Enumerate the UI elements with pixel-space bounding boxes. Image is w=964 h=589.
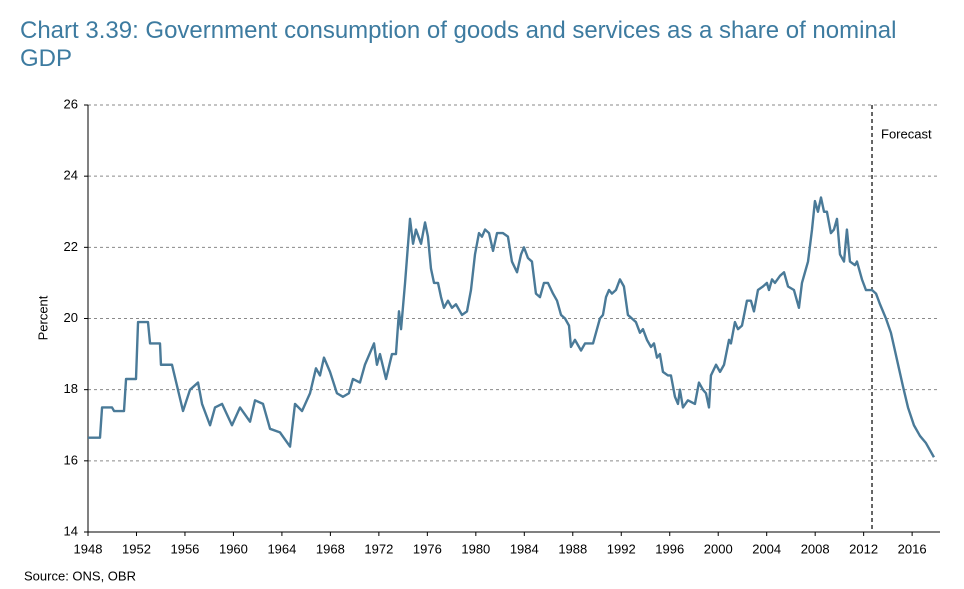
y-tick-label: 16 <box>64 452 78 467</box>
x-tick-label: 1976 <box>413 541 442 556</box>
x-tick-label: 1992 <box>607 541 636 556</box>
y-tick-label: 14 <box>64 523 78 538</box>
x-tick-label: 2012 <box>849 541 878 556</box>
x-tick-label: 2016 <box>898 541 927 556</box>
x-tick-label: 1980 <box>461 541 490 556</box>
chart-title: Chart 3.39: Government consumption of go… <box>20 17 896 72</box>
x-tick-label: 1952 <box>122 541 151 556</box>
y-tick-label: 24 <box>64 168 78 183</box>
y-axis-label: Percent <box>35 295 50 340</box>
x-tick-label: 1956 <box>170 541 199 556</box>
x-tick-label: 2000 <box>704 541 733 556</box>
x-tick-label: 1972 <box>364 541 393 556</box>
x-tick-label: 1964 <box>267 541 296 556</box>
y-tick-label: 18 <box>64 381 78 396</box>
x-tick-label: 1960 <box>219 541 248 556</box>
data-line <box>88 196 935 458</box>
x-tick-label: 1988 <box>558 541 587 556</box>
x-tick-label: 1984 <box>510 541 539 556</box>
source: Source: ONS, OBR <box>24 568 136 583</box>
x-tick-label: 1996 <box>655 541 684 556</box>
x-tick-label: 1948 <box>74 541 103 556</box>
x-tick-label: 2008 <box>801 541 830 556</box>
x-tick-label: 2004 <box>752 541 781 556</box>
forecast-label: Forecast <box>881 126 932 141</box>
y-tick-label: 22 <box>64 239 78 254</box>
y-tick-label: 26 <box>64 96 78 111</box>
x-tick-label: 1968 <box>316 541 345 556</box>
y-tick-label: 20 <box>64 310 78 325</box>
